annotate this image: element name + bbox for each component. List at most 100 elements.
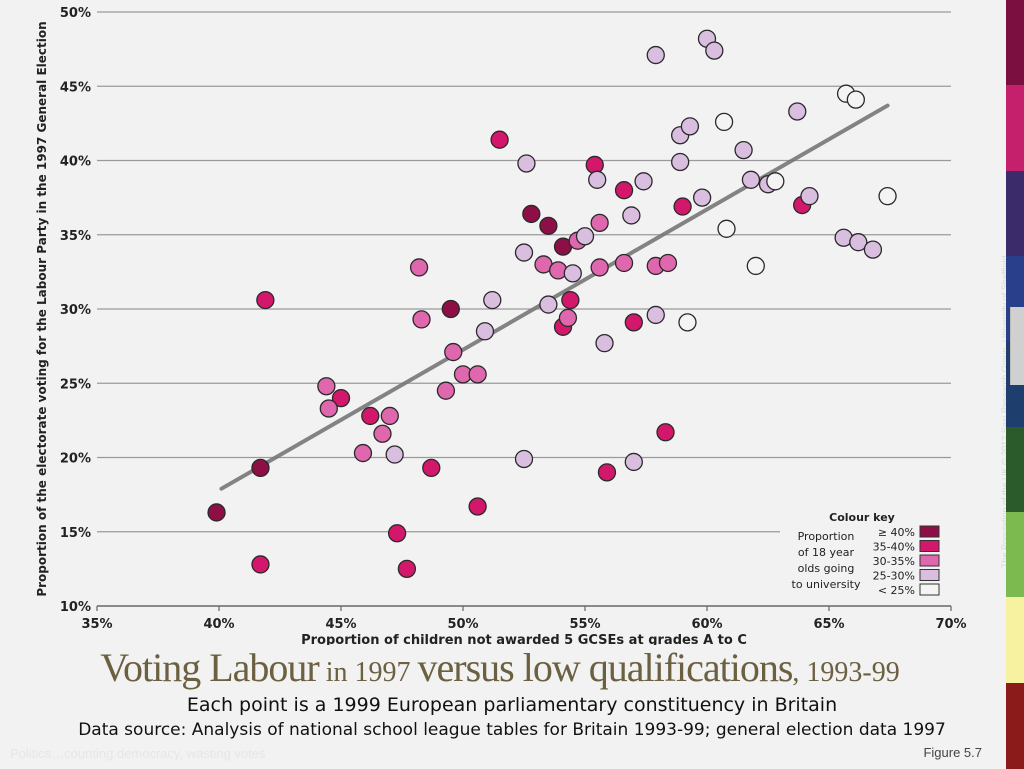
y-tick-label: 20% (60, 452, 91, 467)
data-point (483, 290, 502, 310)
data-point (575, 227, 595, 246)
y-tick-label: 40% (60, 155, 91, 170)
color-stripe (1006, 512, 1024, 599)
trend-line (219, 103, 890, 491)
data-point (692, 188, 712, 207)
data-point (717, 219, 736, 238)
data-point (624, 452, 643, 472)
data-source: Data source: Analysis of national school… (78, 720, 946, 740)
data-point (409, 258, 429, 277)
legend-entry-label: 35-40% (873, 541, 915, 554)
data-point (522, 204, 541, 224)
title-part-4: , 1993-99 (792, 657, 900, 688)
y-tick-label: 10% (60, 600, 91, 615)
data-point (549, 261, 568, 280)
color-stripe (1006, 682, 1024, 769)
data-point (614, 253, 634, 273)
data-point (863, 240, 883, 259)
data-point (251, 555, 270, 574)
legend-swatch (919, 554, 940, 567)
title-part-3: versus low qualifications (417, 645, 794, 690)
data-point (800, 186, 819, 206)
y-tick-label: 45% (60, 80, 91, 95)
data-point (256, 290, 275, 310)
data-point (658, 253, 678, 273)
data-point (878, 186, 897, 206)
footer-text: Politics…counting democracy, wasting vot… (10, 746, 266, 761)
scatter-chart: 10% 15% 20% 25% 30% 35% 40% 45% 50% 35% 40% 45% 50% 5… (35, 6, 967, 645)
y-tick-label: 50% (60, 6, 91, 21)
data-point (766, 172, 785, 191)
legend-description: Proportion (798, 530, 855, 543)
data-point (673, 197, 692, 216)
data-point (517, 154, 536, 173)
data-point (624, 313, 643, 332)
x-tick-label: 65% (813, 617, 844, 632)
data-point (614, 181, 634, 200)
y-tick-label: 35% (60, 229, 91, 244)
legend-entry-label: 25-30% (873, 570, 915, 583)
data-point (422, 458, 441, 478)
legend-entry-label: < 25% (878, 584, 915, 597)
legend-description: of 18 year (798, 546, 855, 559)
data-point (444, 342, 463, 362)
title-part-2: in 1997 (318, 657, 418, 688)
data-point (490, 130, 509, 149)
data-point (622, 206, 641, 225)
data-point (539, 216, 558, 235)
data-point (588, 170, 607, 189)
data-point (353, 443, 373, 463)
x-tick-label: 70% (935, 617, 966, 632)
legend-swatch (919, 583, 940, 596)
x-tick-label: 35% (81, 617, 112, 632)
y-tick-label: 30% (60, 303, 91, 318)
legend-swatch (919, 569, 940, 581)
data-point (846, 90, 865, 109)
y-tick-label: 15% (60, 526, 91, 541)
data-point (558, 308, 578, 328)
data-point (207, 503, 226, 522)
x-tick-label: 55% (569, 617, 600, 632)
data-point (331, 388, 351, 408)
slide-subtitle: Each point is a 1999 European parliament… (186, 694, 838, 716)
data-point (380, 406, 399, 426)
data-point (849, 233, 868, 252)
data-point (436, 381, 456, 400)
data-point (595, 334, 614, 353)
data-point (634, 172, 653, 191)
data-point (514, 449, 534, 469)
data-point (387, 524, 407, 543)
title-part-1: Voting Labour (100, 645, 319, 690)
data-point (397, 559, 417, 579)
x-axis-label: Proportion of children not awarded 5 GCS… (301, 633, 747, 645)
data-point (741, 170, 761, 189)
x-tick-label: 45% (325, 617, 356, 632)
legend-swatch (919, 525, 940, 538)
data-point (317, 377, 336, 396)
data-point (734, 140, 753, 160)
data-point (563, 264, 582, 283)
data-point (597, 463, 617, 482)
data-point (373, 424, 392, 443)
data-point (475, 322, 495, 341)
data-point (714, 112, 734, 132)
color-stripe (1006, 170, 1024, 257)
legend-description: olds going (798, 562, 855, 575)
data-point (590, 213, 609, 233)
data-point (385, 445, 404, 464)
data-point (680, 117, 700, 136)
y-tick-label: 25% (60, 377, 91, 392)
data-point (590, 258, 609, 277)
data-point (514, 243, 534, 262)
color-stripe (1006, 426, 1024, 513)
slide-title: Voting Labour in 1997 versus low qualifi… (0, 644, 1000, 691)
data-point (705, 41, 724, 60)
color-stripe (1006, 0, 1024, 87)
data-point (646, 45, 665, 65)
x-tick-label: 50% (447, 617, 478, 632)
scroll-handle[interactable] (1010, 307, 1024, 385)
x-tick-label: 40% (203, 617, 234, 632)
data-point (656, 423, 675, 442)
data-point (441, 299, 460, 319)
